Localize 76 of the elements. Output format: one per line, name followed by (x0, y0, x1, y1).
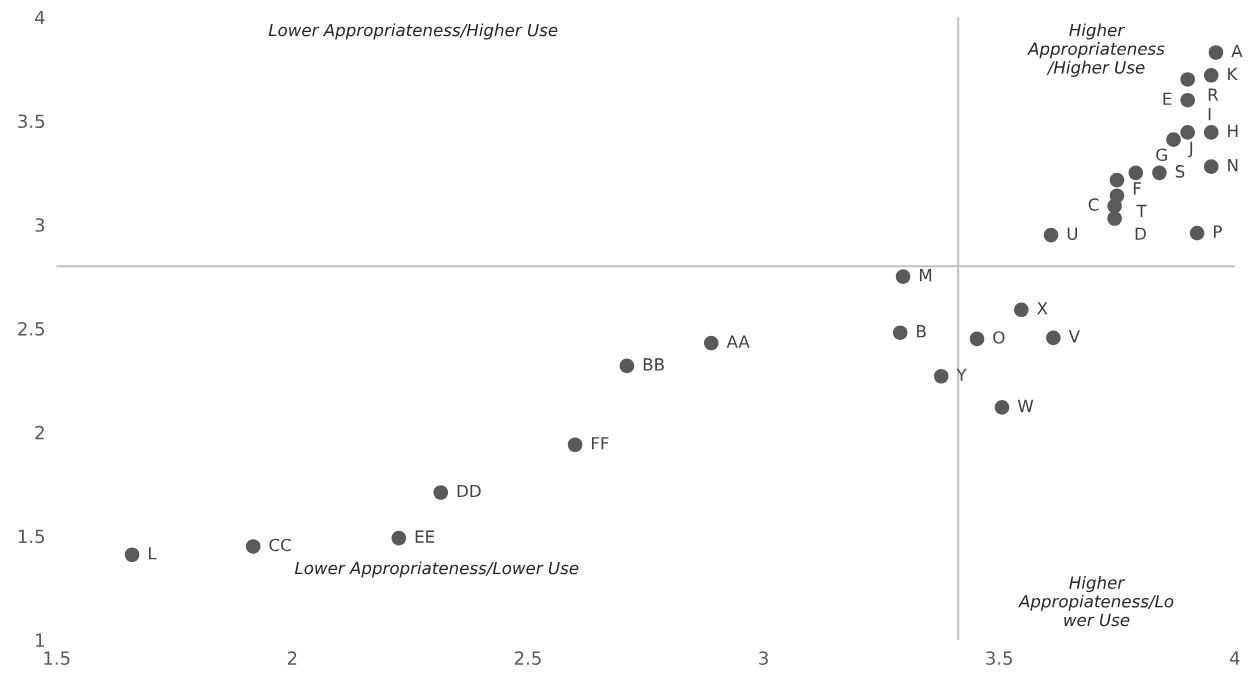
point (1166, 132, 1181, 147)
point (1109, 172, 1125, 188)
annotation: U (1067, 227, 1078, 240)
annotation: X (1037, 302, 1048, 315)
y-tick-label: 1.5 (18, 529, 45, 544)
x-tick-label: 3.5 (986, 651, 1012, 665)
point (391, 530, 407, 546)
annotation: Higher Appropriateness /Higher Use (1027, 23, 1165, 77)
annotation: S (1175, 165, 1185, 178)
point (619, 358, 635, 374)
point (1107, 198, 1122, 214)
point (892, 325, 908, 340)
annotation: L (149, 547, 157, 560)
annotation: T (1136, 204, 1147, 217)
annotation: W (1017, 399, 1034, 412)
x-tick-label: 2 (287, 651, 297, 665)
annotation: V (1068, 330, 1080, 343)
annotation: I (1208, 108, 1211, 121)
annotation: H (1228, 124, 1238, 137)
point (124, 547, 140, 563)
point (1203, 125, 1219, 140)
point (969, 331, 985, 347)
x-tick-label: 1.5 (44, 651, 70, 665)
annotation: M (919, 269, 932, 282)
point (933, 368, 949, 384)
annotation: R (1208, 88, 1219, 101)
point (1043, 227, 1059, 243)
annotation: DD (457, 484, 481, 498)
annotation: A (1231, 44, 1243, 58)
x-tick-label: 3 (759, 651, 768, 665)
annotation: Lower Appropriateness/Lower Use (294, 561, 579, 578)
point (1189, 225, 1205, 241)
annotation: Lower Appropriateness/Higher Use (268, 23, 558, 40)
point (895, 269, 911, 284)
annotation: G (1156, 148, 1167, 162)
annotation: D (1135, 227, 1146, 240)
y-tick-label: 2.5 (18, 321, 45, 336)
annotation: AA (726, 335, 750, 348)
annotation: C (1088, 198, 1099, 211)
annotation: Higher Appropiateness/Lo wer Use (1018, 576, 1174, 627)
annotation: F (1133, 182, 1141, 195)
point (433, 485, 449, 500)
point (1046, 330, 1061, 346)
point (994, 400, 1010, 415)
point (1128, 165, 1144, 181)
annotation: E (1163, 92, 1172, 105)
point (1180, 92, 1195, 108)
x-tick-label: 2.5 (514, 651, 541, 665)
point (1152, 165, 1167, 181)
annotation: O (993, 331, 1005, 344)
annotation: FF (591, 437, 609, 450)
annotation: N (1228, 159, 1238, 172)
point (1203, 159, 1219, 174)
annotation: B (917, 325, 926, 338)
annotation: BB (643, 358, 664, 371)
y-tick-label: 2 (35, 425, 44, 440)
y-tick-label: 1 (36, 633, 44, 647)
point (1203, 68, 1219, 83)
annotation: K (1228, 67, 1238, 80)
annotation: P (1214, 225, 1222, 238)
point (1014, 302, 1029, 318)
x-tick-label: 4 (1229, 651, 1240, 665)
annotation: EE (415, 530, 435, 543)
point (1107, 211, 1122, 226)
annotation: CC (269, 538, 291, 552)
annotation: J (1187, 141, 1193, 158)
point (567, 437, 583, 453)
point (1180, 72, 1195, 87)
point (1180, 125, 1195, 140)
point (703, 335, 719, 351)
point (245, 539, 261, 554)
point (1208, 45, 1224, 60)
y-tick-label: 3 (35, 218, 45, 232)
y-tick-label: 4 (34, 10, 45, 25)
y-tick-label: 3.5 (18, 114, 45, 129)
annotation: Y (956, 368, 967, 381)
